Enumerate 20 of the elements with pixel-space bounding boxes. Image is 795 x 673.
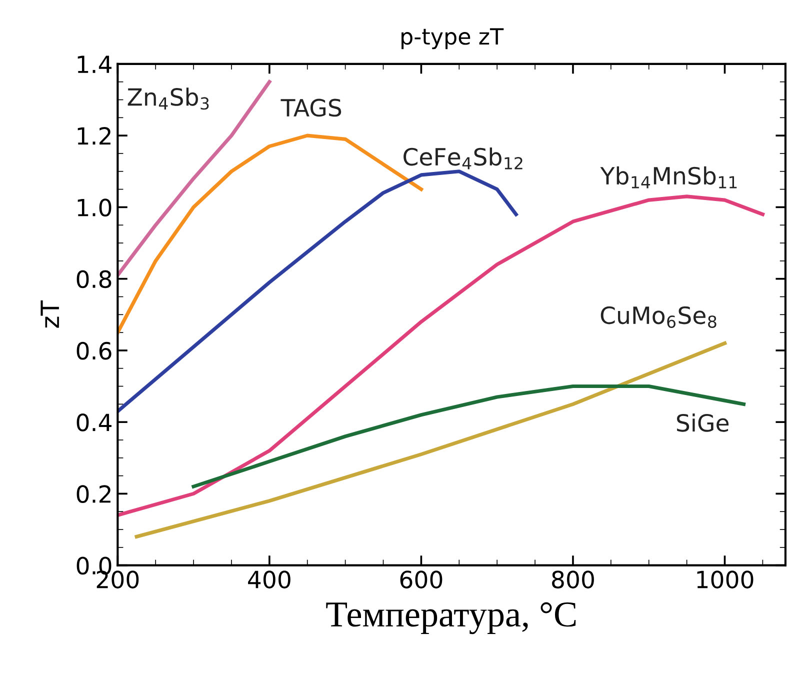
x-tick-label: 1000 bbox=[697, 570, 754, 588]
x-tick-label: 400 bbox=[248, 570, 290, 588]
series-label: Zn$_{4}$Sb$_{3}$ bbox=[128, 88, 209, 110]
y-tick-label: 1.2 bbox=[78, 127, 110, 145]
x-axis-title: Температура, °C bbox=[326, 602, 576, 634]
chart-title: p-type zT bbox=[402, 28, 504, 50]
y-tick-label: 0.4 bbox=[76, 414, 112, 432]
x-tick-label: 600 bbox=[400, 570, 442, 588]
y-tick-label: 0.6 bbox=[76, 342, 112, 360]
y-tick-label: 0.8 bbox=[76, 270, 112, 288]
y-tick-label: 0.2 bbox=[76, 485, 110, 503]
series-label: CuMo$_{6}$Se$_{8}$ bbox=[600, 306, 716, 328]
x-tick-label: 800 bbox=[552, 570, 594, 588]
y-tick-label: 1.0 bbox=[78, 198, 112, 216]
series-label: SiGe bbox=[676, 414, 729, 432]
y-axis-title: zT bbox=[40, 300, 59, 328]
series-label: Yb$_{14}$MnSb$_{11}$ bbox=[600, 166, 737, 188]
series-label: TAGS bbox=[280, 98, 342, 117]
series-label: CeFe$_{4}$Sb$_{12}$ bbox=[404, 147, 522, 170]
y-tick-label: 1.4 bbox=[78, 56, 112, 73]
